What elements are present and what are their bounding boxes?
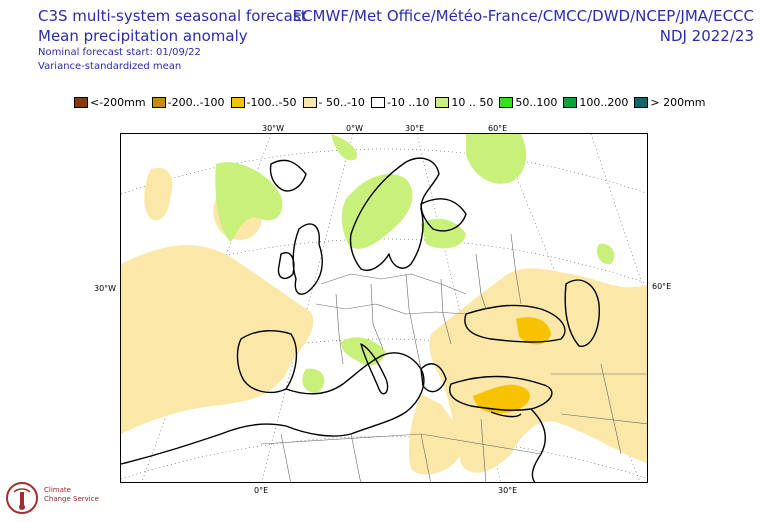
- country-borders: [260, 233, 647, 482]
- coastline-caspian: [564, 279, 600, 347]
- legend: <-200mm -200..-100 -100..-50 - 50..-10 -…: [74, 96, 712, 109]
- logo-text: Climate Change Service: [44, 486, 99, 504]
- legend-swatch: [151, 97, 166, 108]
- coastline-italy: [360, 343, 389, 395]
- centres-list: ECMWF/Met Office/Météo-France/CMCC/DWD/N…: [292, 7, 754, 25]
- legend-item-0: <-200mm: [74, 96, 146, 109]
- legend-label: -10 ..10: [386, 96, 430, 109]
- forecast-start: Nominal forecast start: 01/09/22: [38, 47, 201, 58]
- tick-top-0w: 0°W: [346, 124, 363, 133]
- anomaly-patch: [596, 243, 615, 265]
- header-right: ECMWF/Met Office/Météo-France/CMCC/DWD/N…: [293, 6, 754, 46]
- border-line: [405, 273, 422, 370]
- legend-swatch: [74, 97, 88, 108]
- anomaly-patch: [215, 162, 283, 242]
- legend-label: -200..-100: [167, 96, 225, 109]
- legend-label: - 50..-10: [318, 96, 365, 109]
- anomaly-patch: [473, 384, 531, 414]
- legend-swatch: [634, 97, 649, 108]
- border-line: [370, 283, 384, 350]
- coastline-britain: [292, 223, 323, 295]
- graticule-line: [121, 436, 647, 480]
- anomaly-dry-light: [121, 167, 647, 475]
- border-line: [510, 233, 522, 305]
- coastline-north-africa: [121, 352, 425, 465]
- coastlines: [121, 157, 600, 482]
- border-line: [260, 433, 542, 455]
- border-line: [280, 433, 291, 482]
- legend-label: > 200mm: [650, 96, 706, 109]
- logo-line1: Climate: [44, 486, 71, 494]
- coastline-greece: [420, 363, 447, 393]
- border-line: [440, 278, 452, 345]
- tick-top-30e: 30°E: [405, 124, 425, 133]
- legend-item-1: -200..-100: [151, 96, 225, 109]
- anomaly-patch: [121, 245, 314, 434]
- legend-item-7: 100..200: [563, 96, 628, 109]
- border-line: [420, 433, 431, 482]
- anomaly-patch: [429, 268, 647, 473]
- map: [120, 133, 648, 483]
- anomaly-patch: [409, 394, 463, 475]
- logo-mark: [6, 482, 38, 514]
- anomaly-patch: [516, 317, 551, 345]
- coastline-ireland: [277, 252, 295, 280]
- logo-line2: Change Service: [44, 495, 99, 503]
- coastline-finland: [420, 198, 467, 232]
- legend-swatch: [302, 97, 317, 108]
- anomaly-patch: [466, 134, 527, 184]
- legend-swatch: [563, 97, 578, 108]
- border-line: [475, 253, 487, 310]
- legend-swatch: [230, 97, 245, 108]
- coastline-black-sea: [464, 304, 566, 343]
- border-line: [600, 363, 622, 455]
- tick-bottom-30e: 30°E: [498, 486, 518, 495]
- title-line2: Mean precipitation anomaly: [38, 27, 248, 45]
- graticule-line: [261, 134, 354, 482]
- legend-label: 10 .. 50: [451, 96, 494, 109]
- legend-swatch: [499, 97, 514, 108]
- anomaly-patch: [331, 134, 357, 161]
- anomaly-patch: [229, 331, 255, 381]
- legend-swatch: [435, 97, 450, 108]
- border-line: [560, 413, 647, 425]
- title-block: C3S multi-system seasonal forecast Mean …: [38, 6, 307, 74]
- legend-item-3: - 50..-10: [302, 96, 365, 109]
- legend-label: 50..100: [515, 96, 558, 109]
- border-line: [315, 303, 467, 315]
- legend-swatch: [370, 97, 385, 108]
- coastline-iceland: [269, 159, 307, 192]
- anomaly-patch: [341, 174, 413, 249]
- graticule-line: [590, 134, 647, 300]
- border-line: [480, 418, 487, 482]
- variance-note: Variance-standardized mean: [38, 61, 182, 72]
- legend-item-6: 50..100: [499, 96, 557, 109]
- legend-label: <-200mm: [90, 96, 146, 109]
- title-line1: C3S multi-system seasonal forecast: [38, 7, 307, 25]
- copernicus-logo: Climate Change Service: [4, 478, 104, 518]
- legend-item-8: > 200mm: [634, 96, 706, 109]
- legend-label: 100..200: [579, 96, 629, 109]
- legend-item-2: -100..-50: [230, 96, 297, 109]
- anomaly-patch: [144, 167, 173, 221]
- tick-left-30w: 30°W: [94, 284, 117, 293]
- tick-top-60e: 60°E: [488, 124, 508, 133]
- border-line: [320, 273, 467, 295]
- anomaly-dry-medium: [473, 317, 551, 414]
- coastline-scandinavia: [349, 157, 440, 271]
- tick-bottom-0e: 0°E: [254, 486, 269, 495]
- legend-item-5: 10 .. 50: [435, 96, 493, 109]
- map-canvas: [121, 134, 647, 482]
- graticule-line: [121, 148, 647, 195]
- forecast-period: NDJ 2022/23: [659, 27, 754, 45]
- anomaly-patch: [302, 368, 325, 393]
- anomaly-patch: [421, 218, 466, 249]
- border-line: [350, 433, 361, 482]
- coastline-cyprus: [490, 411, 522, 418]
- legend-item-4: -10 ..10: [370, 96, 430, 109]
- tick-right-60e: 60°E: [652, 282, 672, 291]
- legend-label: -100..-50: [246, 96, 297, 109]
- border-line: [335, 293, 344, 365]
- tick-top-30w: 30°W: [262, 124, 285, 133]
